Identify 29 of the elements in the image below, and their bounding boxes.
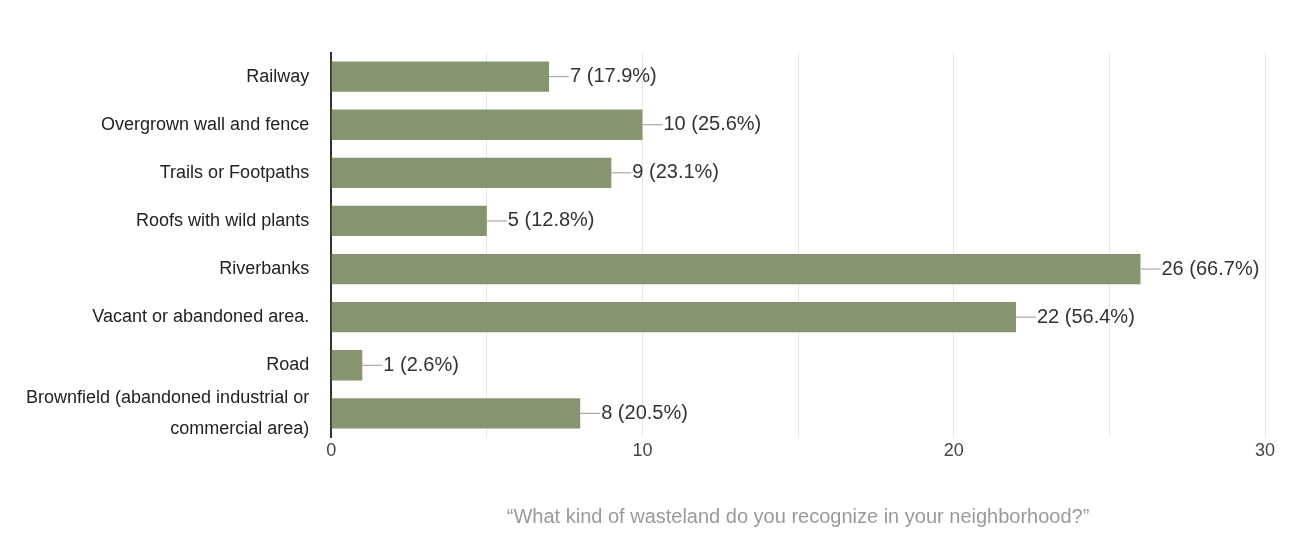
- data-label: 10 (25.6%): [663, 112, 762, 135]
- y-tick-label: Trails or Footpaths: [159, 161, 310, 182]
- y-tick-label: Vacant or abandoned area.: [92, 306, 310, 327]
- x-tick-label: 0: [326, 440, 337, 461]
- bar: [331, 109, 643, 140]
- data-label: 5 (12.8%): [507, 208, 595, 231]
- data-label: 9 (23.1%): [632, 160, 720, 183]
- bar: [331, 61, 550, 92]
- y-tick-label: Riverbanks: [219, 258, 310, 279]
- data-label: 8 (20.5%): [601, 400, 688, 423]
- data-label: 7 (17.9%): [570, 64, 657, 87]
- x-tick-label: 30: [1254, 440, 1276, 461]
- y-tick-label: Overgrown wall and fence: [101, 113, 310, 134]
- data-label: 22 (56.4%): [1036, 304, 1135, 327]
- y-tick-label: Roofs with wild plants: [136, 209, 310, 230]
- bar: [331, 253, 1141, 285]
- y-tick-label: Road: [266, 354, 310, 375]
- y-tick-label: Railway: [246, 65, 310, 86]
- bar: [331, 205, 487, 237]
- x-axis-title: “What kind of wasteland do you recognize in your neighborhood?”: [506, 504, 1090, 527]
- x-tick-label: 10: [632, 440, 653, 461]
- bar: [331, 302, 1016, 333]
- bar: [331, 398, 581, 429]
- x-tick-label: 20: [943, 440, 964, 461]
- y-tick-label: Brownfield (abandoned industrial or commercial area): [25, 387, 310, 438]
- bar: [331, 350, 363, 381]
- bar: [331, 157, 612, 188]
- data-label: 1 (2.6%): [383, 352, 459, 375]
- data-label: 26 (66.7%): [1161, 256, 1260, 279]
